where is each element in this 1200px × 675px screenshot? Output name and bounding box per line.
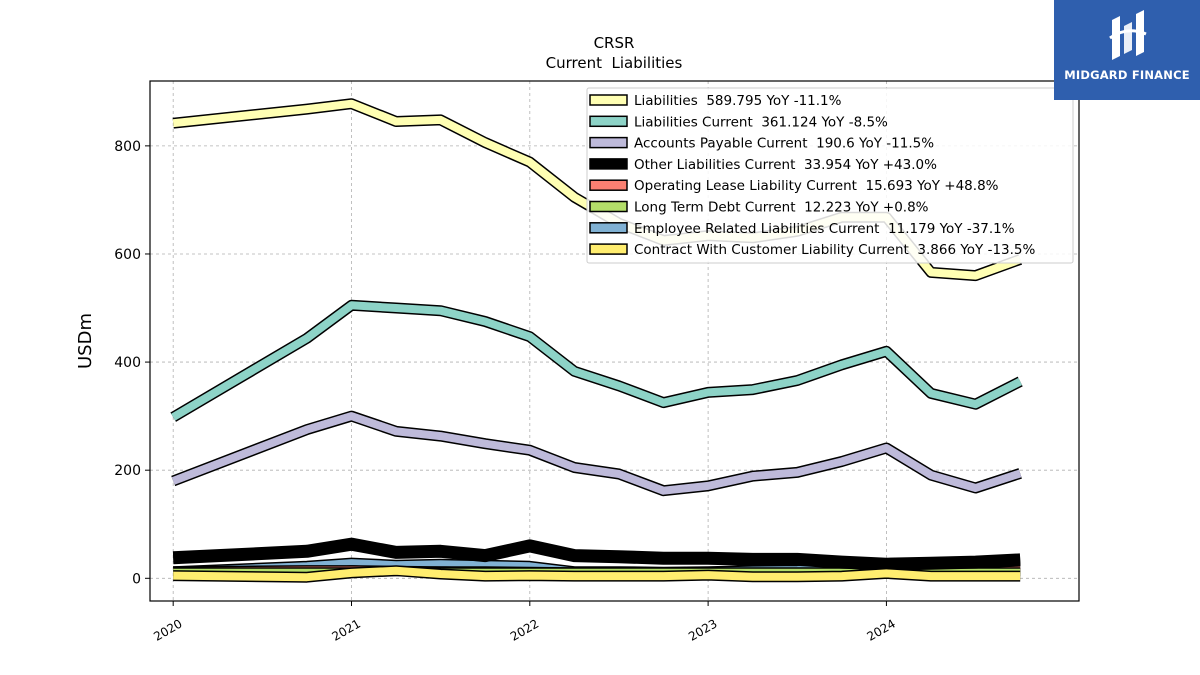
- legend-swatch: [589, 115, 628, 128]
- series-line-accounts-payable-current: [171, 412, 1022, 495]
- legend-frame: [586, 87, 1074, 264]
- y-tick-label: 200: [114, 463, 141, 479]
- legend-label: Operating Lease Liability Current 15.693…: [634, 178, 999, 194]
- y-tick-label: 400: [114, 355, 141, 371]
- legend-swatch: [589, 136, 628, 149]
- legend-swatch: [589, 222, 628, 234]
- legend-label: Long Term Debt Current 12.223 YoY +0.8%: [634, 200, 929, 216]
- chart-title: CRSR: [594, 34, 635, 52]
- legend-swatch: [589, 158, 628, 170]
- brand-logo: MIDGARD FINANCE: [1054, 0, 1200, 100]
- legend-swatch: [589, 179, 628, 191]
- y-tick-label: 800: [114, 139, 141, 155]
- logo-mark-icon: [1109, 10, 1147, 60]
- y-tick-label: 600: [114, 247, 141, 263]
- legend-label: Accounts Payable Current 190.6 YoY -11.5…: [634, 136, 934, 152]
- logo-text: MIDGARD FINANCE: [1064, 68, 1190, 82]
- y-axis: 0 200 400 600 800: [114, 139, 150, 587]
- x-tick-label: 2023: [686, 616, 719, 643]
- legend-swatch: [589, 243, 628, 255]
- legend-label: Other Liabilities Current 33.954 YoY +43…: [634, 157, 937, 173]
- x-tick-label: 2020: [151, 616, 184, 643]
- legend-swatch: [589, 200, 628, 213]
- y-axis-label: USDm: [75, 313, 96, 369]
- series-line-liabilities-current: [171, 301, 1023, 421]
- x-tick-label: 2021: [330, 616, 363, 643]
- legend-label: Liabilities 589.795 YoY -11.1%: [634, 93, 842, 109]
- legend-label: Liabilities Current 361.124 YoY -8.5%: [634, 114, 888, 130]
- legend: Liabilities 589.795 YoY -11.1% Liabilitie…: [586, 87, 1074, 264]
- series-line-other-liabilities-current: [172, 539, 1021, 570]
- plot-frame: [149, 80, 1080, 602]
- legend-label: Contract With Customer Liability Current…: [634, 242, 1036, 258]
- legend-label: Employee Related Liabilities Current 11.…: [634, 221, 1015, 237]
- legend-swatch: [589, 94, 628, 106]
- x-tick-label: 2022: [508, 616, 541, 643]
- x-tick-label: 2024: [864, 616, 897, 643]
- y-tick-label: 0: [132, 571, 141, 587]
- chart-subtitle: Current Liabilities: [546, 54, 683, 72]
- x-axis: 2020 2021 2022 2023 2024: [151, 601, 898, 644]
- series-line-contract-with-customer-liability-current: [173, 566, 1021, 582]
